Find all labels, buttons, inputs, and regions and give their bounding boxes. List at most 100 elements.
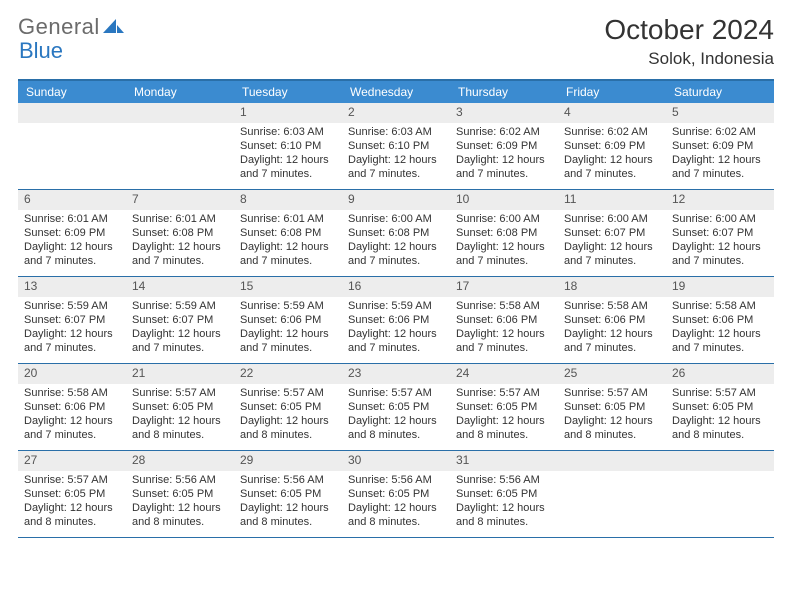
day-number: 23 — [342, 364, 450, 384]
day-number: 18 — [558, 277, 666, 297]
logo-text-blue: Blue — [19, 38, 63, 64]
daylight-line: Daylight: 12 hours and 7 minutes. — [132, 240, 228, 269]
sunrise-line: Sunrise: 5:58 AM — [456, 299, 552, 313]
day-content: Sunrise: 5:59 AMSunset: 6:06 PMDaylight:… — [234, 297, 342, 362]
daylight-line: Daylight: 12 hours and 7 minutes. — [348, 327, 444, 356]
day-cell: 31Sunrise: 5:56 AMSunset: 6:05 PMDayligh… — [450, 451, 558, 537]
sunrise-line: Sunrise: 5:59 AM — [348, 299, 444, 313]
day-number: 27 — [18, 451, 126, 471]
sunrise-line: Sunrise: 5:58 AM — [672, 299, 768, 313]
sunset-line: Sunset: 6:05 PM — [24, 487, 120, 501]
sunrise-line: Sunrise: 6:00 AM — [456, 212, 552, 226]
day-number — [558, 451, 666, 471]
sunrise-line: Sunrise: 5:56 AM — [348, 473, 444, 487]
day-content: Sunrise: 6:01 AMSunset: 6:09 PMDaylight:… — [18, 210, 126, 275]
sunset-line: Sunset: 6:09 PM — [24, 226, 120, 240]
sunrise-line: Sunrise: 5:58 AM — [24, 386, 120, 400]
day-number: 13 — [18, 277, 126, 297]
sunrise-line: Sunrise: 5:56 AM — [456, 473, 552, 487]
day-number — [126, 103, 234, 123]
sunrise-line: Sunrise: 5:57 AM — [240, 386, 336, 400]
sunrise-line: Sunrise: 5:59 AM — [24, 299, 120, 313]
day-content: Sunrise: 6:00 AMSunset: 6:08 PMDaylight:… — [342, 210, 450, 275]
daylight-line: Daylight: 12 hours and 8 minutes. — [672, 414, 768, 443]
day-cell: 19Sunrise: 5:58 AMSunset: 6:06 PMDayligh… — [666, 277, 774, 363]
day-content: Sunrise: 5:56 AMSunset: 6:05 PMDaylight:… — [234, 471, 342, 536]
sunset-line: Sunset: 6:06 PM — [672, 313, 768, 327]
daylight-line: Daylight: 12 hours and 7 minutes. — [240, 327, 336, 356]
day-cell — [18, 103, 126, 189]
daylight-line: Daylight: 12 hours and 7 minutes. — [456, 327, 552, 356]
day-cell: 15Sunrise: 5:59 AMSunset: 6:06 PMDayligh… — [234, 277, 342, 363]
daylight-line: Daylight: 12 hours and 8 minutes. — [456, 414, 552, 443]
sunset-line: Sunset: 6:05 PM — [456, 400, 552, 414]
day-number: 30 — [342, 451, 450, 471]
dow-monday: Monday — [126, 81, 234, 103]
day-cell: 26Sunrise: 5:57 AMSunset: 6:05 PMDayligh… — [666, 364, 774, 450]
day-content: Sunrise: 5:57 AMSunset: 6:05 PMDaylight:… — [234, 384, 342, 449]
sunset-line: Sunset: 6:09 PM — [672, 139, 768, 153]
sunrise-line: Sunrise: 6:00 AM — [564, 212, 660, 226]
day-cell: 16Sunrise: 5:59 AMSunset: 6:06 PMDayligh… — [342, 277, 450, 363]
month-title: October 2024 — [604, 14, 774, 46]
day-content: Sunrise: 5:59 AMSunset: 6:06 PMDaylight:… — [342, 297, 450, 362]
day-number: 7 — [126, 190, 234, 210]
day-content: Sunrise: 5:58 AMSunset: 6:06 PMDaylight:… — [18, 384, 126, 449]
day-cell: 28Sunrise: 5:56 AMSunset: 6:05 PMDayligh… — [126, 451, 234, 537]
day-content: Sunrise: 6:03 AMSunset: 6:10 PMDaylight:… — [342, 123, 450, 188]
sunset-line: Sunset: 6:08 PM — [132, 226, 228, 240]
day-cell: 18Sunrise: 5:58 AMSunset: 6:06 PMDayligh… — [558, 277, 666, 363]
daylight-line: Daylight: 12 hours and 7 minutes. — [564, 327, 660, 356]
logo-text-general: General — [18, 14, 100, 40]
header: General October 2024 Solok, Indonesia — [18, 14, 774, 69]
week-row: 1Sunrise: 6:03 AMSunset: 6:10 PMDaylight… — [18, 103, 774, 190]
day-content: Sunrise: 6:00 AMSunset: 6:07 PMDaylight:… — [558, 210, 666, 275]
weeks-container: 1Sunrise: 6:03 AMSunset: 6:10 PMDaylight… — [18, 103, 774, 538]
day-content: Sunrise: 5:56 AMSunset: 6:05 PMDaylight:… — [342, 471, 450, 536]
day-cell: 4Sunrise: 6:02 AMSunset: 6:09 PMDaylight… — [558, 103, 666, 189]
day-number: 29 — [234, 451, 342, 471]
day-cell — [126, 103, 234, 189]
daylight-line: Daylight: 12 hours and 7 minutes. — [672, 153, 768, 182]
daylight-line: Daylight: 12 hours and 8 minutes. — [564, 414, 660, 443]
day-content: Sunrise: 5:59 AMSunset: 6:07 PMDaylight:… — [18, 297, 126, 362]
sunset-line: Sunset: 6:08 PM — [348, 226, 444, 240]
day-number: 5 — [666, 103, 774, 123]
day-content: Sunrise: 5:57 AMSunset: 6:05 PMDaylight:… — [558, 384, 666, 449]
sunrise-line: Sunrise: 6:02 AM — [456, 125, 552, 139]
sunrise-line: Sunrise: 6:01 AM — [24, 212, 120, 226]
daylight-line: Daylight: 12 hours and 7 minutes. — [24, 414, 120, 443]
sunset-line: Sunset: 6:07 PM — [132, 313, 228, 327]
day-number: 17 — [450, 277, 558, 297]
sunset-line: Sunset: 6:09 PM — [564, 139, 660, 153]
sunset-line: Sunset: 6:05 PM — [348, 400, 444, 414]
day-content: Sunrise: 6:03 AMSunset: 6:10 PMDaylight:… — [234, 123, 342, 188]
calendar: Sunday Monday Tuesday Wednesday Thursday… — [18, 79, 774, 538]
sunrise-line: Sunrise: 5:59 AM — [240, 299, 336, 313]
day-content: Sunrise: 5:56 AMSunset: 6:05 PMDaylight:… — [126, 471, 234, 536]
sunrise-line: Sunrise: 6:03 AM — [240, 125, 336, 139]
sunset-line: Sunset: 6:05 PM — [240, 487, 336, 501]
day-number: 28 — [126, 451, 234, 471]
sunrise-line: Sunrise: 5:56 AM — [132, 473, 228, 487]
daylight-line: Daylight: 12 hours and 7 minutes. — [348, 240, 444, 269]
day-number: 19 — [666, 277, 774, 297]
day-cell: 2Sunrise: 6:03 AMSunset: 6:10 PMDaylight… — [342, 103, 450, 189]
day-number: 25 — [558, 364, 666, 384]
day-number: 10 — [450, 190, 558, 210]
sunrise-line: Sunrise: 5:59 AM — [132, 299, 228, 313]
day-number: 8 — [234, 190, 342, 210]
daylight-line: Daylight: 12 hours and 7 minutes. — [564, 153, 660, 182]
sunset-line: Sunset: 6:05 PM — [240, 400, 336, 414]
day-content: Sunrise: 5:59 AMSunset: 6:07 PMDaylight:… — [126, 297, 234, 362]
title-block: October 2024 Solok, Indonesia — [604, 14, 774, 69]
daylight-line: Daylight: 12 hours and 7 minutes. — [132, 327, 228, 356]
week-row: 13Sunrise: 5:59 AMSunset: 6:07 PMDayligh… — [18, 277, 774, 364]
day-cell: 22Sunrise: 5:57 AMSunset: 6:05 PMDayligh… — [234, 364, 342, 450]
daylight-line: Daylight: 12 hours and 7 minutes. — [240, 240, 336, 269]
logo-sail-icon — [103, 14, 125, 40]
daylight-line: Daylight: 12 hours and 8 minutes. — [240, 501, 336, 530]
day-number: 11 — [558, 190, 666, 210]
day-number — [666, 451, 774, 471]
daylight-line: Daylight: 12 hours and 7 minutes. — [240, 153, 336, 182]
